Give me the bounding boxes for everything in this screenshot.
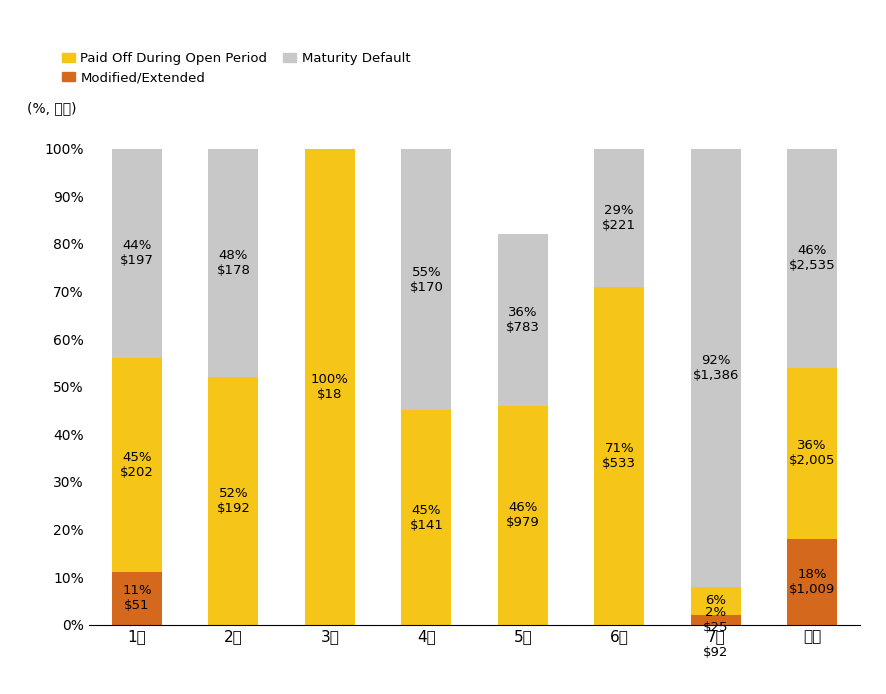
Bar — [786, 368, 836, 539]
Bar — [112, 573, 162, 625]
Bar — [497, 406, 548, 625]
Bar — [497, 235, 548, 406]
Text: 44%
$197: 44% $197 — [120, 239, 153, 267]
Text: 36%
$783: 36% $783 — [505, 306, 539, 334]
Bar — [786, 539, 836, 625]
Legend: Paid Off During Open Period, Modified/Extended, Maturity Default: Paid Off During Open Period, Modified/Ex… — [57, 46, 416, 90]
Bar — [690, 149, 740, 586]
Text: 92%
$1,386: 92% $1,386 — [692, 354, 738, 382]
Bar — [400, 410, 451, 625]
Text: 55%
$170: 55% $170 — [409, 266, 443, 294]
Bar — [690, 586, 740, 615]
Text: (%, 백만): (%, 백만) — [27, 101, 76, 115]
Bar — [305, 149, 354, 625]
Text: 36%
$2,005: 36% $2,005 — [788, 439, 835, 467]
Bar — [594, 149, 643, 287]
Text: 6%: 6% — [704, 594, 726, 607]
Bar — [690, 615, 740, 625]
Text: 29%
$221: 29% $221 — [602, 204, 635, 232]
Text: 45%
$202: 45% $202 — [120, 451, 153, 479]
Text: 48%
$178: 48% $178 — [216, 249, 250, 277]
Bar — [208, 377, 258, 625]
Text: 11%
$51: 11% $51 — [122, 584, 152, 612]
Text: 45%
$141: 45% $141 — [409, 504, 443, 532]
Bar — [208, 149, 258, 377]
Text: 52%
$192: 52% $192 — [216, 487, 250, 515]
Bar — [112, 149, 162, 358]
Text: 2%
$25: 2% $25 — [703, 606, 727, 634]
Text: 71%
$533: 71% $533 — [602, 441, 635, 470]
Text: 100%
$18: 100% $18 — [311, 373, 348, 400]
Text: 46%
$979: 46% $979 — [505, 501, 539, 529]
Text: 18%
$1,009: 18% $1,009 — [789, 568, 835, 595]
Bar — [112, 358, 162, 573]
Bar — [594, 287, 643, 625]
Text: 46%
$2,535: 46% $2,535 — [788, 244, 835, 272]
Text: $92: $92 — [703, 646, 727, 659]
Bar — [400, 149, 451, 410]
Bar — [786, 149, 836, 368]
